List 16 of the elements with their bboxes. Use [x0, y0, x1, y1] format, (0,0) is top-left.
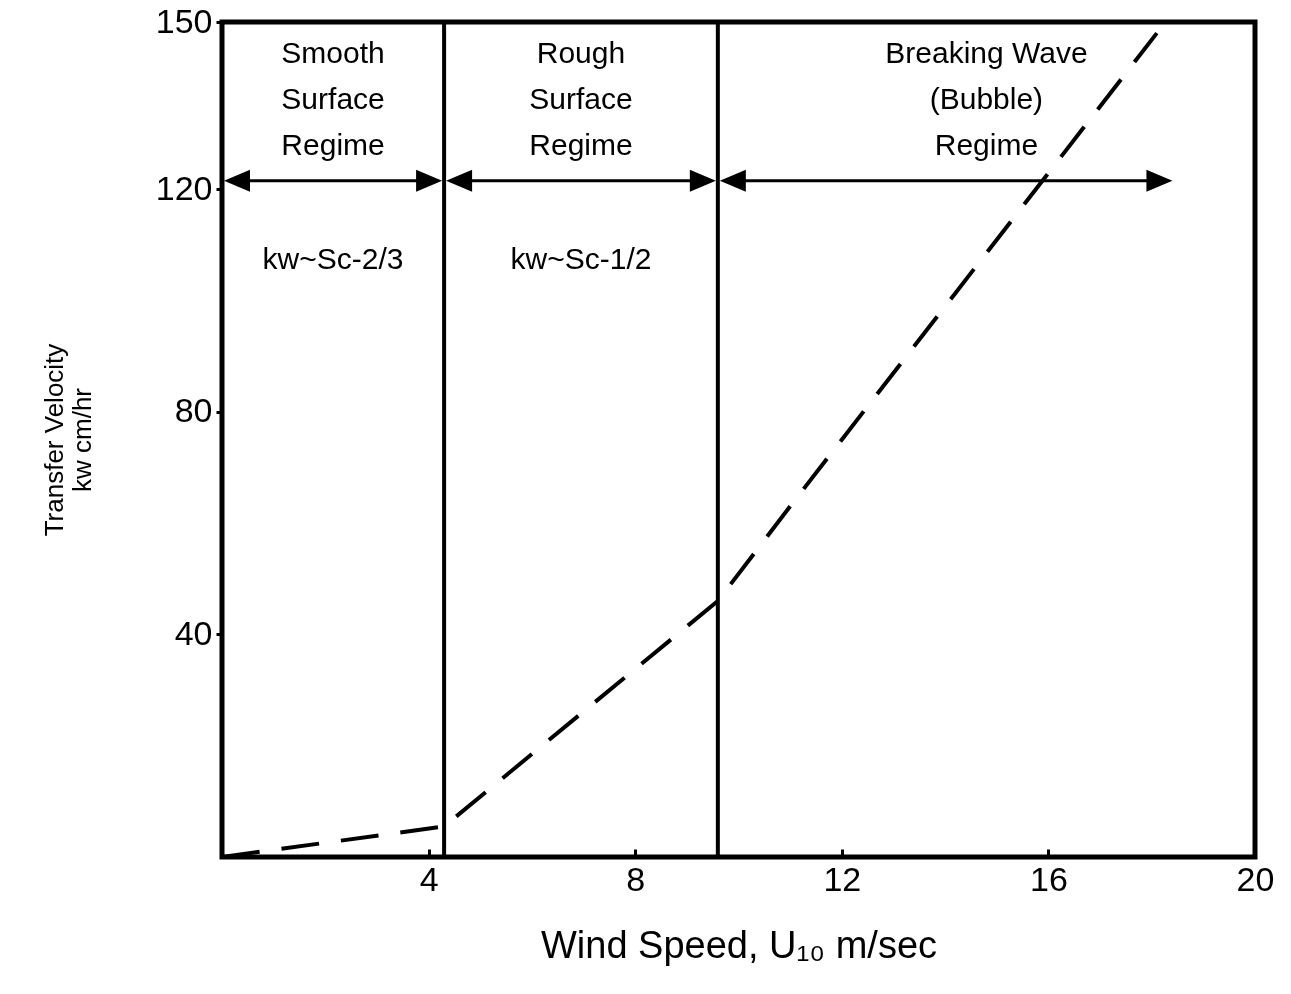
- x-tick-label: 12: [823, 859, 862, 898]
- x-axis-title: Wind Speed, U₁₀ m/sec: [540, 923, 938, 966]
- annotation: kw~Sc-2/3: [262, 241, 404, 275]
- x-tick-label: 8: [626, 859, 646, 898]
- x-tick-label: 4: [419, 859, 439, 898]
- x-tick-label: 16: [1029, 859, 1068, 898]
- annotation: Rough Surface Regime: [529, 35, 633, 161]
- y-tick-label: 120: [155, 168, 213, 207]
- annotation: Smooth Surface Regime: [281, 35, 385, 161]
- y-tick-label: 80: [174, 391, 213, 430]
- annotation: Breaking Wave (Bubble) Regime: [885, 35, 1088, 161]
- y-tick-label: 150: [155, 1, 213, 40]
- annotation: kw~Sc-1/2: [510, 241, 652, 275]
- y-axis-title: Transfer Velocity kw cm/hr: [38, 343, 97, 537]
- y-tick-label: 40: [174, 613, 213, 652]
- x-tick-label: 20: [1236, 859, 1275, 898]
